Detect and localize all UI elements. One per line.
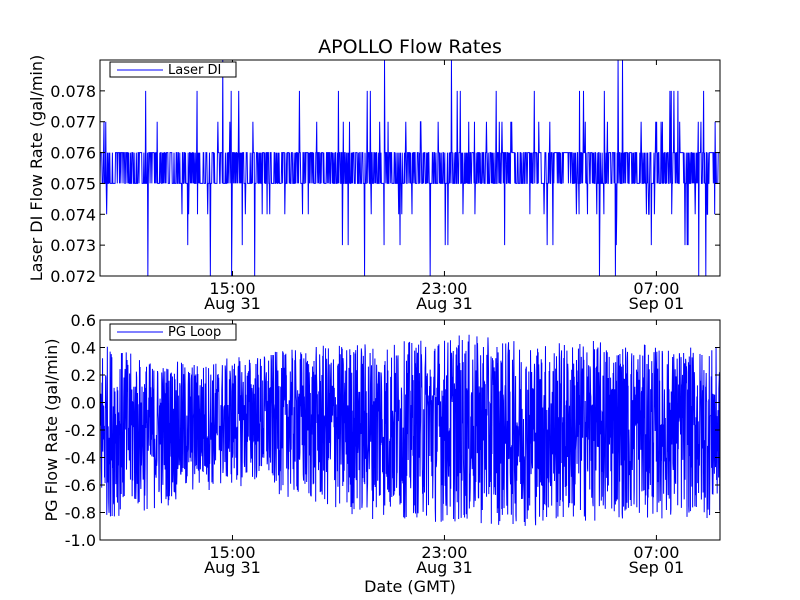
- bottom-ytick-label: 0.0: [71, 394, 96, 413]
- bottom-xtick-time-label: 07:00: [633, 543, 679, 562]
- bottom-xtick-time-label: 23:00: [421, 543, 467, 562]
- bottom-series-path: [100, 334, 720, 526]
- bottom-ytick-label: 0.4: [71, 339, 96, 358]
- bottom-xtick-time-label: 15:00: [209, 543, 255, 562]
- top-xtick-date-label: Sep 01: [629, 294, 685, 313]
- laser-di-series-line: [100, 60, 720, 276]
- top-xtick-time-label: 07:00: [633, 279, 679, 298]
- bottom-ytick-label: -0.8: [65, 504, 96, 523]
- bottom-ytick-label: -0.6: [65, 476, 96, 495]
- top-ytick-label: 0.075: [50, 174, 96, 193]
- bottom-ytick-label: -0.2: [65, 421, 96, 440]
- bottom-xtick-date-label: Aug 31: [416, 558, 473, 577]
- top-legend-label: Laser DI: [168, 63, 221, 78]
- bottom-legend: PG Loop: [109, 323, 237, 341]
- top-xtick-time-label: 23:00: [421, 279, 467, 298]
- bottom-ytick-label: -0.4: [65, 449, 96, 468]
- top-xtick-time-label: 15:00: [209, 279, 255, 298]
- top-ytick-label: 0.072: [50, 267, 96, 286]
- bottom-legend-box: [109, 323, 237, 341]
- top-series-path: [100, 60, 720, 276]
- top-y-axis-ticks: 0.072 0.073 0.074 0.075 0.076 0.077 0.078: [50, 82, 720, 286]
- top-ytick-label: 0.074: [50, 205, 96, 224]
- bottom-legend-label: PG Loop: [168, 325, 221, 340]
- bottom-xtick-date-label: Aug 31: [204, 558, 261, 577]
- bottom-y-axis-ticks: -1.0 -0.8 -0.6 -0.4 -0.2 0.0 0.2 0.4 0.6: [65, 311, 720, 550]
- top-y-axis-label: Laser DI Flow Rate (gal/min): [27, 55, 46, 282]
- top-legend-box: [109, 61, 237, 78]
- bottom-ytick-label: -1.0: [65, 531, 96, 550]
- bottom-x-axis-label: Date (GMT): [364, 577, 456, 596]
- top-ytick-label: 0.078: [50, 82, 96, 101]
- bottom-ytick-label: 0.6: [71, 311, 96, 330]
- top-plot-frame: [99, 59, 721, 277]
- top-xtick-date-label: Aug 31: [204, 294, 261, 313]
- top-ytick-label: 0.077: [50, 113, 96, 132]
- top-ytick-label: 0.076: [50, 144, 96, 163]
- bottom-xtick-date-label: Sep 01: [629, 558, 685, 577]
- pg-loop-series-line: [100, 334, 720, 526]
- top-legend: Laser DI: [109, 61, 237, 78]
- bottom-y-axis-label: PG Flow Rate (gal/min): [42, 339, 61, 522]
- chart-title: APOLLO Flow Rates: [318, 36, 502, 58]
- bottom-ytick-label: 0.2: [71, 366, 96, 385]
- top-xtick-date-label: Aug 31: [416, 294, 473, 313]
- top-ytick-label: 0.073: [50, 236, 96, 255]
